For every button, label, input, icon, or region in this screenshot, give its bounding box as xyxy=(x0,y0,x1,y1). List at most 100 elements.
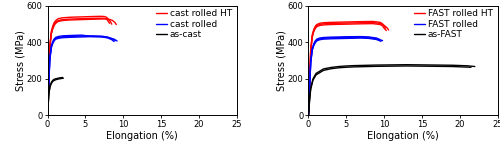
FAST rolled HT xyxy=(317,22,323,24)
Line: cast rolled: cast rolled xyxy=(48,35,114,115)
cast rolled HT xyxy=(108,21,114,22)
cast rolled HT xyxy=(46,78,52,80)
as-FAST xyxy=(328,67,334,68)
as-FAST xyxy=(464,65,470,67)
FAST rolled xyxy=(320,37,326,38)
FAST rolled HT xyxy=(328,21,334,23)
X-axis label: Elongation (%): Elongation (%) xyxy=(367,131,439,141)
Line: cast rolled HT: cast rolled HT xyxy=(48,16,112,115)
cast rolled xyxy=(101,36,107,38)
FAST rolled HT xyxy=(343,21,349,23)
Y-axis label: Stress (MPa): Stress (MPa) xyxy=(276,30,286,91)
Line: FAST rolled: FAST rolled xyxy=(308,37,380,115)
cast rolled HT xyxy=(104,16,110,18)
cast rolled HT xyxy=(78,16,84,18)
FAST rolled HT xyxy=(312,25,318,27)
as-FAST xyxy=(310,78,316,80)
FAST rolled HT xyxy=(320,22,326,24)
cast rolled xyxy=(78,34,84,36)
FAST rolled HT xyxy=(308,49,314,51)
cast rolled HT xyxy=(90,16,96,17)
as-FAST xyxy=(366,64,372,66)
as-cast xyxy=(52,78,58,80)
FAST rolled xyxy=(309,48,315,50)
FAST rolled HT xyxy=(382,27,388,29)
as-FAST xyxy=(388,64,394,66)
FAST rolled xyxy=(314,38,320,40)
Line: as-FAST: as-FAST xyxy=(308,65,475,115)
cast rolled xyxy=(44,115,51,116)
as-FAST xyxy=(358,65,364,66)
as-cast xyxy=(60,77,66,78)
cast rolled xyxy=(48,45,54,47)
as-cast xyxy=(46,102,52,104)
FAST rolled HT xyxy=(380,23,386,25)
FAST rolled HT xyxy=(381,25,387,27)
cast rolled xyxy=(109,39,115,41)
cast rolled xyxy=(105,37,111,39)
FAST rolled xyxy=(358,36,364,37)
cast rolled xyxy=(56,36,62,37)
as-FAST xyxy=(419,64,425,66)
cast rolled xyxy=(46,85,52,87)
as-FAST xyxy=(306,115,312,116)
FAST rolled xyxy=(328,36,334,38)
as-FAST xyxy=(336,66,342,67)
as-FAST xyxy=(351,65,357,66)
as-FAST xyxy=(306,99,312,101)
Y-axis label: Stress (MPa): Stress (MPa) xyxy=(16,30,26,91)
as-cast xyxy=(56,77,62,79)
FAST rolled xyxy=(306,87,312,89)
as-FAST xyxy=(320,68,326,70)
cast rolled xyxy=(53,36,59,38)
cast rolled HT xyxy=(53,20,59,21)
cast rolled xyxy=(52,38,58,40)
FAST rolled xyxy=(374,37,380,39)
as-FAST xyxy=(404,64,409,66)
cast rolled xyxy=(50,41,56,42)
as-FAST xyxy=(343,65,349,67)
FAST rolled HT xyxy=(314,24,320,25)
FAST rolled HT xyxy=(358,21,364,22)
as-cast xyxy=(46,91,52,93)
as-FAST xyxy=(313,73,319,74)
as-cast xyxy=(48,82,54,83)
FAST rolled HT xyxy=(310,29,316,30)
cast rolled HT xyxy=(109,23,115,25)
FAST rolled xyxy=(306,115,312,116)
cast rolled HT xyxy=(44,115,51,116)
cast rolled HT xyxy=(47,45,53,47)
cast rolled xyxy=(90,36,96,37)
FAST rolled xyxy=(310,43,316,45)
as-cast xyxy=(47,84,53,86)
cast rolled xyxy=(47,58,53,60)
Line: as-cast: as-cast xyxy=(48,77,62,115)
Legend: cast rolled HT, cast rolled, as-cast: cast rolled HT, cast rolled, as-cast xyxy=(156,9,232,39)
as-cast xyxy=(54,78,60,79)
cast rolled xyxy=(111,41,117,42)
as-FAST xyxy=(434,64,440,66)
FAST rolled xyxy=(366,36,372,38)
as-cast xyxy=(50,80,56,82)
as-FAST xyxy=(449,64,455,66)
as-FAST xyxy=(308,87,314,89)
FAST rolled HT xyxy=(306,82,312,83)
FAST rolled xyxy=(308,61,314,62)
cast rolled HT xyxy=(52,21,58,23)
FAST rolled HT xyxy=(306,115,312,116)
FAST rolled xyxy=(343,36,349,38)
Line: FAST rolled HT: FAST rolled HT xyxy=(308,21,386,115)
cast rolled HT xyxy=(105,18,111,20)
cast rolled HT xyxy=(101,16,107,17)
cast rolled HT xyxy=(67,16,73,18)
as-FAST xyxy=(374,64,380,66)
FAST rolled xyxy=(317,37,323,39)
FAST rolled HT xyxy=(309,34,315,36)
Legend: FAST rolled HT, FAST rolled, as-FAST: FAST rolled HT, FAST rolled, as-FAST xyxy=(414,9,493,39)
cast rolled HT xyxy=(50,25,56,27)
as-cast xyxy=(44,115,51,116)
FAST rolled HT xyxy=(370,21,376,22)
as-FAST xyxy=(472,66,478,67)
FAST rolled HT xyxy=(378,21,384,23)
FAST rolled xyxy=(378,39,384,41)
